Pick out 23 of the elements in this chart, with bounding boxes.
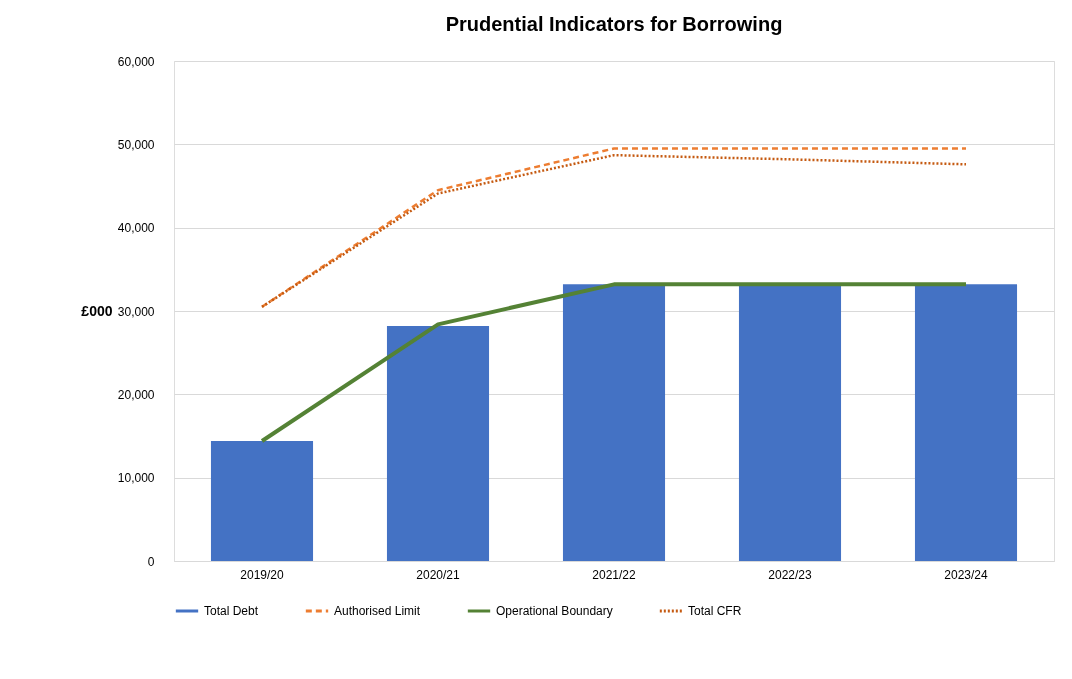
- chart-title: Prudential Indicators for Borrowing: [445, 13, 783, 35]
- bar: [738, 284, 842, 561]
- y-tick-label: 0: [147, 554, 155, 569]
- legend-label: Authorised Limit: [334, 604, 421, 618]
- legend-label: Operational Boundary: [496, 604, 613, 618]
- x-tick-label: 2020/21: [416, 567, 461, 582]
- bar: [386, 326, 490, 561]
- bar: [210, 441, 314, 561]
- y-tick-label: 50,000: [117, 137, 155, 152]
- y-tick-label: 30,000: [117, 304, 155, 319]
- x-tick-label: 2019/20: [240, 567, 285, 582]
- x-tick-label: 2021/22: [592, 567, 637, 582]
- y-tick-label: 20,000: [117, 387, 155, 402]
- legend-label: Total CFR: [688, 604, 742, 618]
- y-axis-title: £000: [81, 302, 113, 319]
- x-tick-label: 2022/23: [768, 567, 813, 582]
- y-tick-label: 10,000: [117, 471, 155, 486]
- legend-label: Total Debt: [204, 604, 259, 618]
- y-tick-label: 60,000: [117, 54, 155, 69]
- x-tick-label: 2023/24: [944, 567, 989, 582]
- y-tick-label: 40,000: [117, 221, 155, 236]
- bar: [914, 284, 1018, 561]
- bar: [562, 284, 666, 561]
